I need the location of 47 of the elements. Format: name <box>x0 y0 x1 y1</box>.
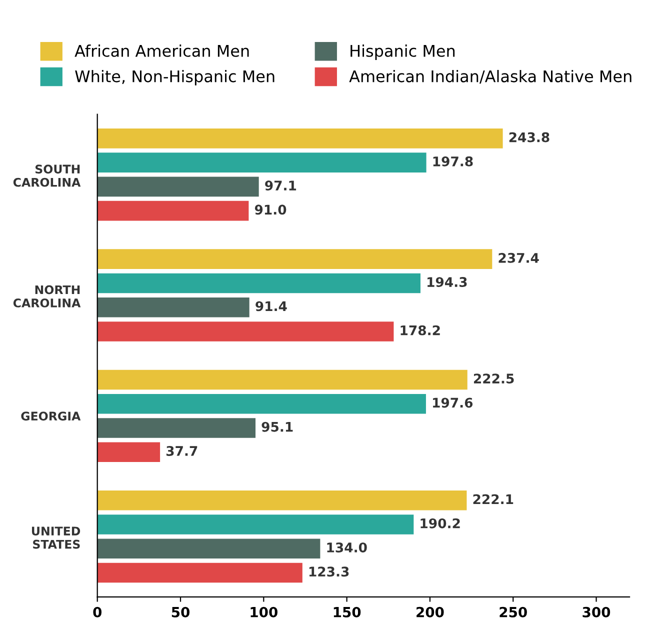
data-label: 178.2 <box>400 325 440 336</box>
bar <box>97 394 426 414</box>
data-label: 123.3 <box>309 566 349 577</box>
bar <box>97 538 320 559</box>
data-label: 37.7 <box>166 446 198 456</box>
data-label: 194.3 <box>428 277 467 288</box>
bar <box>97 370 468 390</box>
y-tick-label: SOUTH CAROLINA <box>13 164 81 187</box>
bar <box>97 322 394 342</box>
bar <box>97 442 160 462</box>
x-tick-label: 100 <box>250 606 278 618</box>
bar <box>97 273 420 294</box>
data-label: 197.6 <box>433 398 473 408</box>
legend-label: African American Men <box>74 44 249 57</box>
data-label: 95.1 <box>262 422 293 432</box>
y-tick-label: UNITED STATES <box>32 526 80 549</box>
data-label: 222.5 <box>474 374 514 384</box>
x-tick-label: 50 <box>172 606 190 618</box>
data-label: 222.1 <box>473 494 514 504</box>
data-label: 134.0 <box>327 542 367 552</box>
bar <box>97 490 467 510</box>
data-label: 190.2 <box>420 518 460 528</box>
data-label: 91.4 <box>256 301 287 312</box>
legend-label: Hispanic Men <box>350 44 455 60</box>
data-label: 197.8 <box>433 156 473 166</box>
bar <box>97 200 249 221</box>
bar <box>97 176 259 197</box>
x-tick-label: 150 <box>334 606 361 618</box>
x-tick-label: 0 <box>93 606 102 618</box>
y-tick-label: NORTH CAROLINA <box>13 285 81 308</box>
x-tick-label: 200 <box>416 606 444 618</box>
bar <box>97 514 414 534</box>
x-tick-label: 300 <box>582 606 610 618</box>
bar <box>97 418 256 438</box>
bar <box>97 152 426 172</box>
bar <box>97 562 302 583</box>
data-label: 237.4 <box>498 252 539 263</box>
legend-label: White, Non-Hispanic Men <box>75 70 274 86</box>
data-label: 97.1 <box>265 180 296 191</box>
bar <box>97 297 250 318</box>
data-label: 91.0 <box>254 204 286 215</box>
data-label: 243.8 <box>509 132 550 142</box>
legend-label: American Indian/Alaska Native Men <box>349 70 632 84</box>
bar <box>97 249 492 269</box>
bar <box>97 128 503 148</box>
x-tick-label: 250 <box>500 606 527 618</box>
y-tick-label: GEORGIA <box>21 412 81 421</box>
